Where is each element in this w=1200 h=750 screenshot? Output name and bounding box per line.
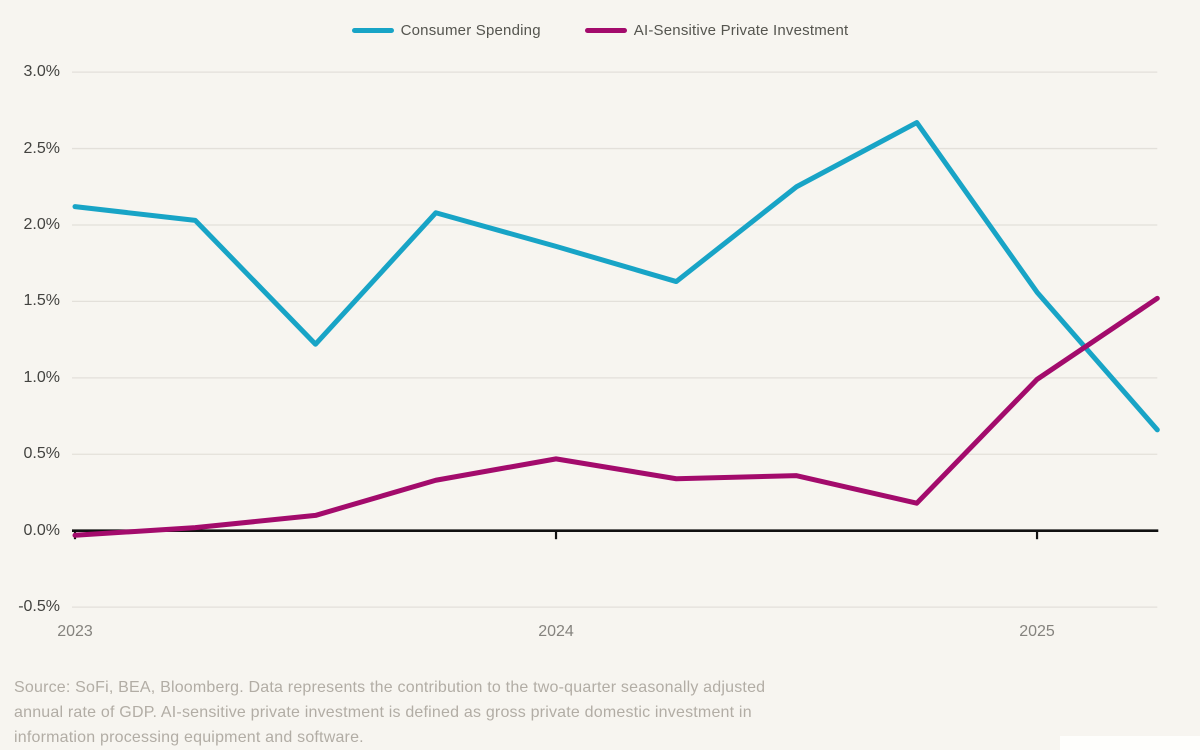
y-tick-label--0.5%: -0.5%	[18, 598, 60, 616]
y-tick-label-2.5%: 2.5%	[23, 139, 60, 157]
legend-item-consumer-spending: Consumer Spending	[351, 22, 541, 39]
legend-label-ai-investment: AI-Sensitive Private Investment	[633, 22, 849, 39]
series-line-1-ai-sensitive-private-investment	[72, 295, 1160, 538]
legend-item-ai-investment: AI-Sensitive Private Investment	[584, 22, 849, 39]
y-tick-label-3.0%: 3.0%	[23, 63, 60, 81]
y-tick-label-2.0%: 2.0%	[23, 215, 60, 233]
source-note-line-1: Source: SoFi, BEA, Bloomberg. Data repre…	[14, 679, 766, 696]
x-tick-label-2024: 2024	[538, 623, 574, 640]
chart-legend: Consumer Spending AI-Sensitive Private I…	[0, 22, 1200, 39]
y-tick-label-0.0%: 0.0%	[23, 521, 60, 539]
y-tick-label-1.0%: 1.0%	[23, 368, 60, 386]
ai-investment-line-swatch-icon	[584, 28, 627, 33]
y-tick-label-1.5%: 1.5%	[23, 292, 60, 310]
legend-label-consumer-spending: Consumer Spending	[400, 22, 541, 39]
y-tick-label-0.5%: 0.5%	[23, 445, 60, 463]
source-note-line-2: annual rate of GDP. AI-sensitive private…	[14, 704, 752, 721]
series-line-0-consumer-spending	[72, 120, 1160, 433]
consumer-spending-line-swatch-icon	[351, 28, 394, 33]
x-tick-label-2023: 2023	[57, 623, 93, 640]
source-note: Source: SoFi, BEA, Bloomberg. Data repre…	[14, 675, 964, 750]
source-note-line-3: information processing equipment and sof…	[14, 729, 364, 746]
bottom-right-white-strip	[1060, 736, 1200, 750]
x-tick-label-2025: 2025	[1019, 623, 1055, 640]
